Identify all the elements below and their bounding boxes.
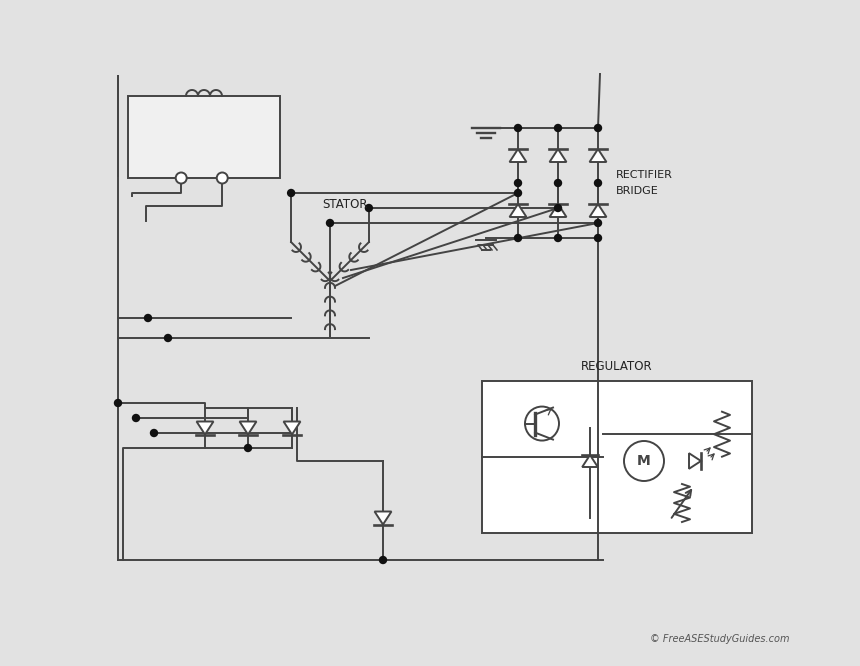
Polygon shape xyxy=(590,149,606,162)
Circle shape xyxy=(244,444,251,452)
Circle shape xyxy=(514,125,521,131)
Text: M: M xyxy=(637,454,651,468)
Polygon shape xyxy=(284,422,300,434)
Circle shape xyxy=(594,234,601,242)
Polygon shape xyxy=(509,204,526,217)
Circle shape xyxy=(555,180,562,186)
Circle shape xyxy=(514,234,521,242)
Polygon shape xyxy=(582,455,598,467)
Text: RECTIFIER: RECTIFIER xyxy=(616,170,673,180)
Circle shape xyxy=(555,125,562,131)
Text: © FreeASEStudyGuides.com: © FreeASEStudyGuides.com xyxy=(650,634,790,644)
Circle shape xyxy=(624,441,664,481)
Circle shape xyxy=(287,190,295,196)
Circle shape xyxy=(525,406,559,441)
Bar xyxy=(482,381,752,533)
Circle shape xyxy=(327,220,334,226)
Circle shape xyxy=(594,220,601,226)
Polygon shape xyxy=(590,204,606,217)
Circle shape xyxy=(514,180,521,186)
Circle shape xyxy=(144,314,151,322)
Circle shape xyxy=(164,334,171,342)
Polygon shape xyxy=(240,422,256,434)
Polygon shape xyxy=(197,422,213,434)
Circle shape xyxy=(366,204,372,212)
Circle shape xyxy=(555,234,562,242)
Circle shape xyxy=(379,557,386,563)
Polygon shape xyxy=(689,453,701,469)
Circle shape xyxy=(555,204,562,212)
Circle shape xyxy=(150,430,157,436)
Polygon shape xyxy=(375,511,391,525)
Bar xyxy=(186,96,280,178)
Polygon shape xyxy=(550,149,567,162)
Circle shape xyxy=(132,414,139,422)
Circle shape xyxy=(217,172,228,184)
Circle shape xyxy=(114,400,121,406)
Circle shape xyxy=(175,172,187,184)
Text: REGULATOR: REGULATOR xyxy=(581,360,653,374)
Bar xyxy=(128,96,280,178)
Circle shape xyxy=(594,180,601,186)
Circle shape xyxy=(514,190,521,196)
Text: STATOR: STATOR xyxy=(322,198,368,211)
Circle shape xyxy=(594,125,601,131)
Text: BRIDGE: BRIDGE xyxy=(616,186,659,196)
Polygon shape xyxy=(550,204,567,217)
Polygon shape xyxy=(509,149,526,162)
